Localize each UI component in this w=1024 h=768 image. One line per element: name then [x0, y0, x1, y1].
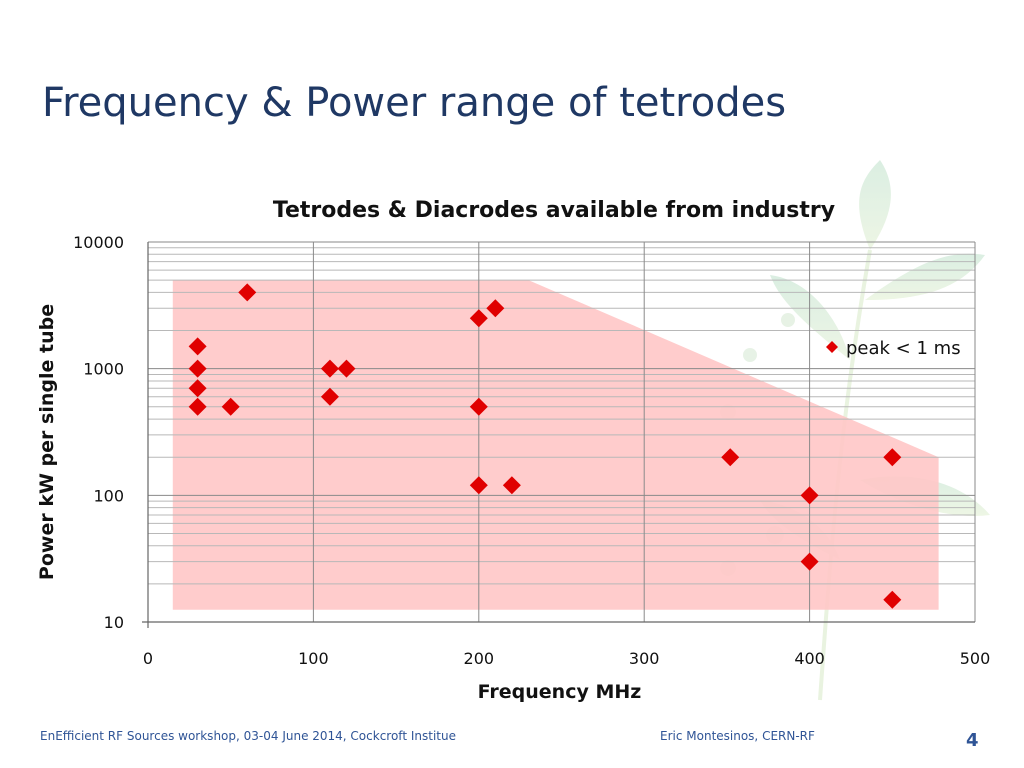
data-point [469, 397, 488, 416]
y-tick-label: 1000 [83, 360, 124, 379]
data-point [486, 299, 505, 318]
x-axis-title: Frequency MHz [478, 681, 642, 703]
data-point [469, 309, 488, 328]
y-tick-label: 10 [104, 613, 124, 632]
y-tick-label: 10000 [73, 233, 124, 252]
x-tick-label: 300 [629, 649, 660, 668]
data-point [188, 379, 207, 398]
x-tick-label: 500 [960, 649, 991, 668]
data-point [320, 387, 339, 406]
legend-marker [826, 341, 838, 353]
x-tick-label: 400 [794, 649, 825, 668]
shaded-region [172, 280, 939, 610]
legend-label: peak < 1 ms [846, 338, 961, 359]
page-number: 4 [966, 730, 979, 751]
footer-author: Eric Montesinos, CERN-RF [660, 729, 815, 743]
data-point [502, 476, 521, 495]
x-tick-label: 0 [143, 649, 153, 668]
x-tick-label: 200 [464, 649, 495, 668]
y-axis-title: Power kW per single tube [36, 304, 58, 580]
data-point [800, 486, 819, 505]
data-point [320, 359, 339, 378]
data-point [800, 552, 819, 571]
slide-title: Frequency & Power range of tetrodes [42, 80, 787, 126]
data-point [188, 359, 207, 378]
data-point [238, 283, 257, 302]
data-point [469, 476, 488, 495]
data-point [188, 397, 207, 416]
data-point [188, 337, 207, 356]
footer-event: EnEfficient RF Sources workshop, 03-04 J… [40, 729, 456, 743]
data-point [721, 448, 740, 467]
chart-title: Tetrodes & Diacrodes available from indu… [272, 198, 836, 223]
data-point [883, 590, 902, 609]
data-point [337, 359, 356, 378]
x-tick-label: 100 [298, 649, 329, 668]
data-point [221, 397, 240, 416]
data-point [883, 448, 902, 467]
y-tick-label: 100 [93, 486, 124, 505]
